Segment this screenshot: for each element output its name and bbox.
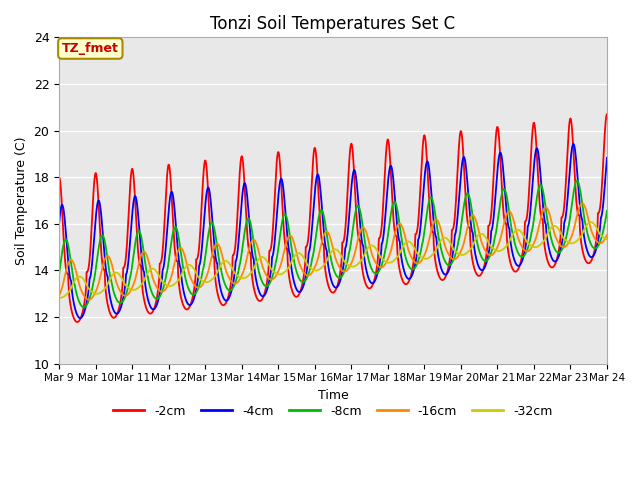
- Text: TZ_fmet: TZ_fmet: [62, 42, 119, 55]
- X-axis label: Time: Time: [317, 389, 348, 402]
- Y-axis label: Soil Temperature (C): Soil Temperature (C): [15, 136, 28, 265]
- Title: Tonzi Soil Temperatures Set C: Tonzi Soil Temperatures Set C: [211, 15, 456, 33]
- Legend: -2cm, -4cm, -8cm, -16cm, -32cm: -2cm, -4cm, -8cm, -16cm, -32cm: [108, 400, 558, 423]
